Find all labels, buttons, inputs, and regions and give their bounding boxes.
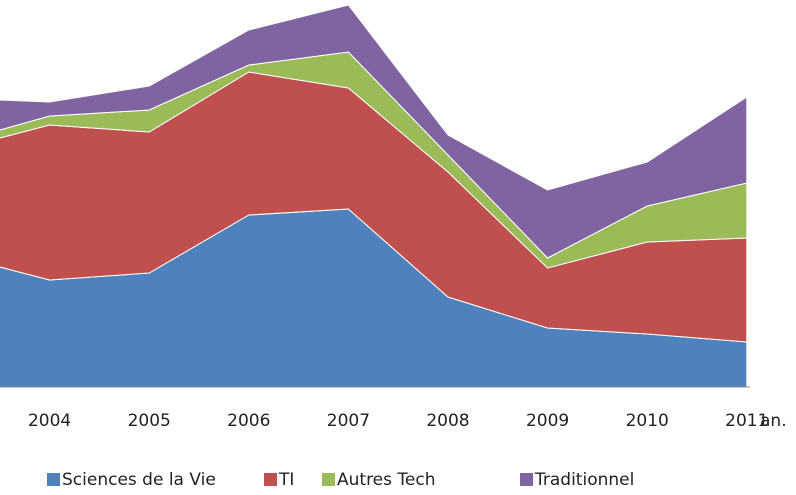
legend-label: Autres Tech [337, 470, 435, 490]
x-tick-label: 2004 [28, 411, 71, 431]
legend-label: TI [278, 470, 294, 490]
legend-label: Traditionnel [534, 470, 634, 490]
legend-swatch [47, 473, 60, 486]
x-tick-label: 2005 [128, 411, 171, 431]
plot-area: 2004 2005 2006 2007 2008 2009 2010 2011 Sciences… [0, 4, 768, 490]
x-tick-label: 2009 [526, 411, 569, 431]
area [0, 4, 748, 259]
x-tick-label: 2011 [725, 411, 768, 431]
legend-label: Sciences de la Vie [62, 470, 216, 490]
legend: Sciences de la Vie TI Autres Tech Tradition… [47, 470, 634, 490]
x-axis-label: an. [760, 411, 787, 431]
x-tick-label: 2007 [327, 411, 370, 431]
x-tick-label: 2008 [426, 411, 469, 431]
x-tick-label: 2006 [227, 411, 270, 431]
legend-swatch [520, 473, 533, 486]
legend-swatch [322, 473, 335, 486]
x-tick-label: 2010 [626, 411, 669, 431]
legend-swatch [264, 473, 277, 486]
